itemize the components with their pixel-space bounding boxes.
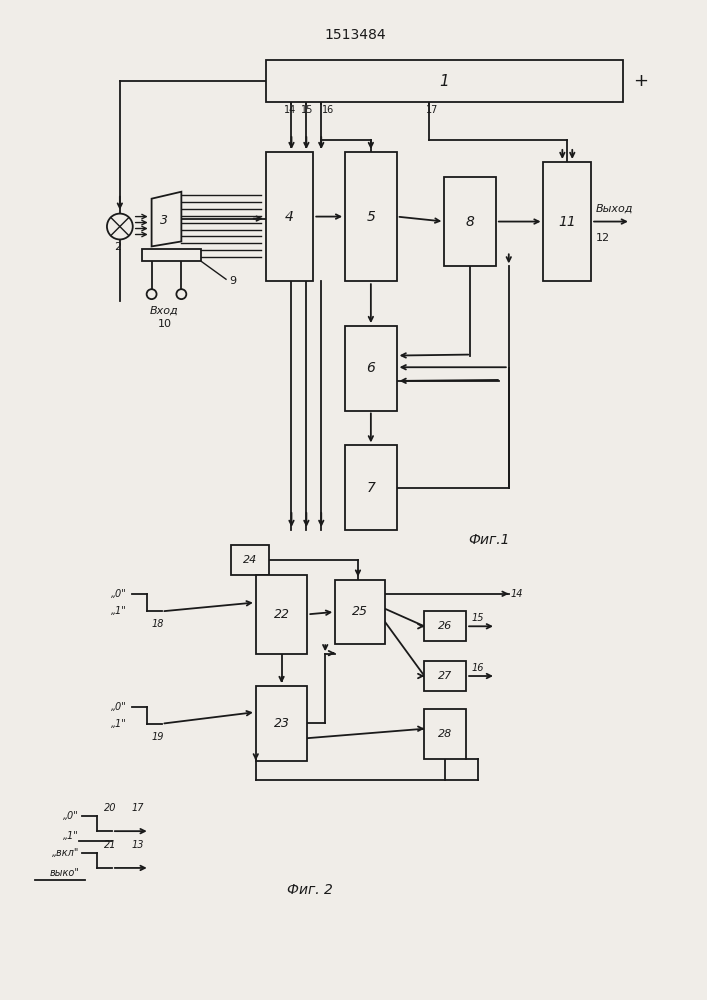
Text: „вкл": „вкл" [52,848,79,858]
Polygon shape [151,192,182,246]
Text: 14: 14 [510,589,523,599]
Text: выко": выко" [49,868,79,878]
Bar [345,326,397,410]
Circle shape [146,289,156,299]
Bar [444,177,496,266]
Text: 24: 24 [243,555,257,565]
Text: Фиг.1: Фиг.1 [468,533,510,547]
Bar [141,249,201,261]
Text: 18: 18 [151,619,164,629]
Text: Выход: Выход [596,204,633,214]
Text: 27: 27 [438,671,452,681]
Text: 20: 20 [104,803,117,813]
Bar [345,445,397,530]
Text: 16: 16 [471,663,484,673]
Text: „0": „0" [64,811,79,821]
Text: 4: 4 [285,210,294,224]
Text: „1": „1" [64,831,79,841]
Text: 10: 10 [158,319,172,329]
Bar [424,709,466,759]
Text: 11: 11 [559,215,576,229]
Text: 14: 14 [284,105,297,115]
Text: 25: 25 [352,605,368,618]
Bar [424,661,466,691]
Bar [335,580,385,644]
Circle shape [107,214,133,239]
Text: 28: 28 [438,729,452,739]
Text: 3: 3 [160,214,168,227]
Text: 16: 16 [322,105,334,115]
Text: „0": „0" [111,589,127,599]
Text: „1": „1" [111,606,127,616]
Text: „1": „1" [111,719,127,729]
Text: 21: 21 [104,840,117,850]
Text: 19: 19 [151,732,164,742]
Text: 22: 22 [274,608,290,621]
Text: 13: 13 [132,840,144,850]
Bar [256,686,308,761]
Bar [266,152,313,281]
Text: 17: 17 [426,105,438,115]
Text: 17: 17 [132,803,144,813]
Text: 15: 15 [301,105,313,115]
Text: 1: 1 [440,74,449,89]
Circle shape [177,289,187,299]
Text: Вход: Вход [150,306,179,316]
Text: 26: 26 [438,621,452,631]
Text: 8: 8 [466,215,474,229]
Bar [345,152,397,281]
Bar [544,162,591,281]
Bar [424,611,466,641]
Text: 12: 12 [596,233,610,243]
Text: 15: 15 [471,613,484,623]
Text: 23: 23 [274,717,290,730]
Bar [231,545,269,575]
Text: 1513484: 1513484 [325,28,386,42]
Bar [266,60,623,102]
Bar [256,575,308,654]
Text: +: + [633,72,648,90]
Text: 5: 5 [366,210,375,224]
Text: „0": „0" [111,702,127,712]
Text: Фиг. 2: Фиг. 2 [288,883,333,897]
Text: 6: 6 [366,361,375,375]
Text: 9: 9 [229,276,236,286]
Text: 7: 7 [366,481,375,495]
Text: 2: 2 [115,242,122,252]
